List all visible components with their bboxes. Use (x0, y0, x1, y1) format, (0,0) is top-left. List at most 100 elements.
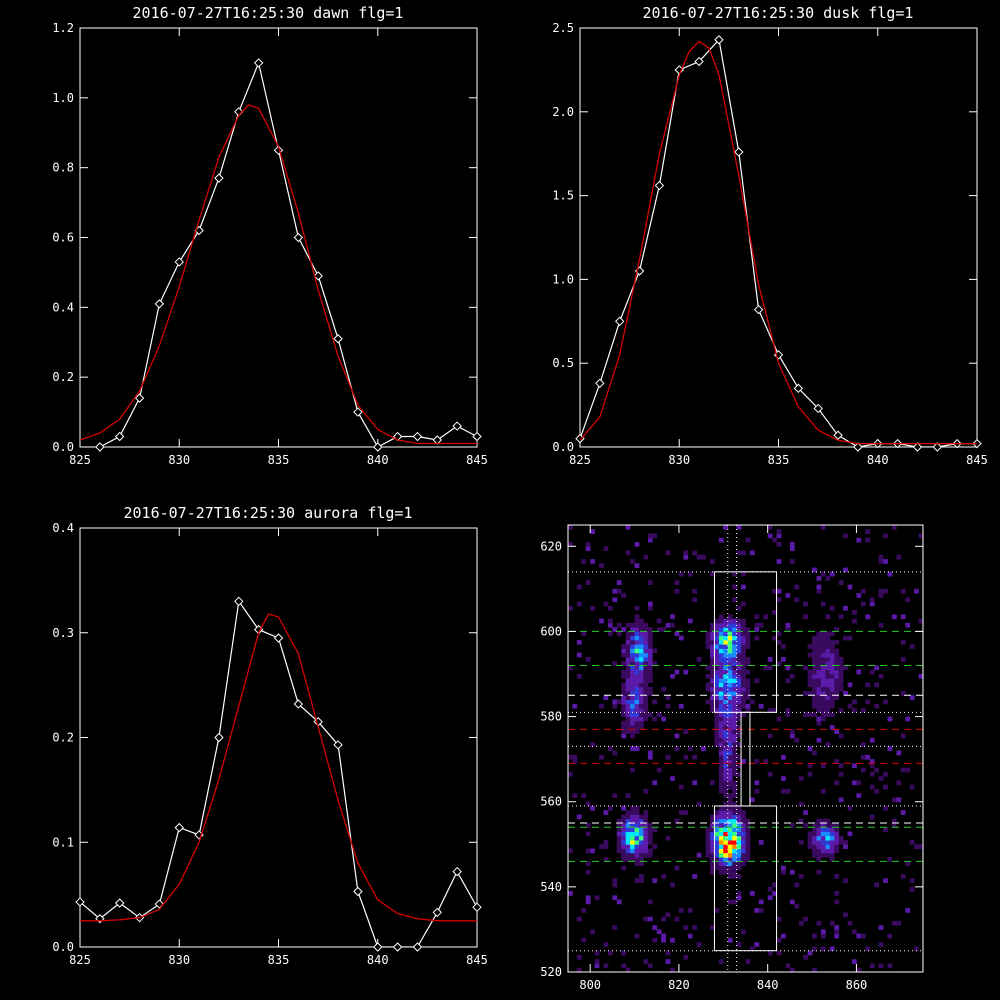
spectrogram-cell (736, 848, 742, 854)
spectrogram-cell (834, 695, 840, 700)
spectrogram-cell (639, 665, 644, 671)
spectrogram-cell (718, 699, 724, 705)
spectrogram-cell (727, 776, 733, 781)
dawn-data-point (95, 442, 105, 452)
spectrogram-cell (643, 682, 649, 688)
spectrogram-cell (639, 831, 644, 837)
spectrogram-cell (727, 818, 733, 824)
spectrogram-cell (816, 631, 822, 637)
spectrogram-cell (670, 937, 675, 943)
spectrogram-cell (634, 644, 640, 649)
spectrogram-cell (732, 801, 737, 807)
spectrogram-cell (878, 588, 884, 594)
spectrogram-cell (745, 678, 751, 683)
spectrogram-cell (656, 712, 662, 717)
spectrogram-cell (736, 754, 742, 760)
spectrogram-cell (745, 703, 751, 709)
spectrogram-cell (634, 661, 640, 666)
spectrogram-cell (625, 703, 631, 709)
spectrogram-cell (634, 652, 640, 658)
spectrogram-cell (718, 780, 724, 786)
spectrogram-cell (630, 674, 635, 679)
spectrogram-cell (900, 691, 906, 696)
spectrogram-cell (634, 648, 640, 654)
dusk-data-point (654, 180, 665, 191)
spectrogram-cell (825, 703, 831, 709)
spectrogram-cell (732, 622, 737, 628)
spectrogram-cell (856, 593, 862, 598)
spectrogram-cell (834, 674, 840, 679)
spectrogram-cell (825, 848, 831, 854)
spectrogram-cell (745, 644, 751, 649)
spectrogram-cell (625, 712, 631, 717)
spectrogram-cell (634, 614, 640, 620)
spectrogram-cell (634, 716, 640, 722)
spectrogram-cell (639, 652, 644, 658)
spectrogram-cell (745, 840, 751, 845)
spectrogram-cell (763, 665, 769, 671)
spectrogram-cell (772, 891, 777, 896)
spectrogram-cell (718, 674, 724, 679)
spectrogram-cell (727, 627, 733, 632)
spectrogram-cell (732, 716, 737, 722)
spectrogram-cell (639, 818, 644, 824)
spectrogram-cell (741, 848, 746, 854)
spectrogram-cell (887, 857, 893, 862)
dawn-data-point (373, 442, 383, 452)
spectrogram-cell (727, 780, 733, 786)
spectrogram-cell (834, 678, 840, 683)
spectrogram-cell (727, 618, 733, 624)
spectrogram-cell (647, 852, 653, 858)
spectrogram-cell (714, 814, 720, 820)
spectrogram-cell (852, 929, 857, 935)
spectrogram-cell (643, 652, 649, 658)
spectrogram-cell (900, 614, 906, 620)
spectrogram-cell (643, 818, 649, 824)
spectrogram-cell (736, 874, 742, 879)
spectrogram-cell (727, 784, 733, 790)
spectrogram-cell (701, 746, 706, 752)
spectrogram-cell (732, 639, 737, 645)
spectrogram-cell (594, 895, 600, 901)
spectrogram-cell (820, 788, 826, 794)
spectrogram-cell (625, 729, 631, 734)
spectrogram-cell (643, 669, 649, 675)
spectrogram-cell (603, 840, 609, 845)
spectrogram-cell (612, 627, 618, 632)
spectrogram-cell (643, 708, 649, 713)
spectrogram-cell (630, 678, 635, 683)
spectrogram-cell (878, 593, 884, 598)
spectrogram-cell (647, 686, 653, 692)
spectrogram-cell (585, 546, 591, 551)
spectrogram-cell (812, 823, 817, 828)
dawn-data-point (253, 58, 264, 68)
spectrogram-cell (834, 840, 840, 845)
spectrogram-cell (665, 703, 671, 709)
spectrogram-cell (670, 674, 675, 679)
spectrogram-cell (816, 584, 822, 590)
dusk-data-point (714, 35, 724, 45)
spectrogram-cell (812, 639, 817, 645)
spectrogram-cell (869, 771, 875, 777)
spectrogram-cell (736, 703, 742, 709)
spectrogram-cell (643, 848, 649, 854)
spectrogram-cell (741, 810, 746, 815)
spectrogram-box (740, 711, 751, 807)
aurora-data-point (452, 866, 462, 877)
spectrogram-cell (710, 622, 715, 628)
spectrogram-cell (816, 652, 822, 658)
dawn-xtick-label: 845 (466, 453, 488, 467)
spectrogram-cell (741, 665, 746, 671)
spectrogram-cell (736, 831, 742, 837)
spectrogram-cell (869, 814, 875, 820)
spectrogram-cell (741, 818, 746, 824)
spectrogram-cell (718, 648, 724, 654)
spectrogram-cell (621, 852, 627, 858)
spectrogram-cell (630, 661, 635, 666)
spectrogram-cell (785, 622, 791, 628)
spectrogram-cell (718, 708, 724, 713)
spectrogram-cell (834, 627, 840, 632)
spectrogram-cell (621, 644, 627, 649)
spectrogram-cell (789, 869, 795, 875)
spectrogram-cell (776, 937, 782, 943)
